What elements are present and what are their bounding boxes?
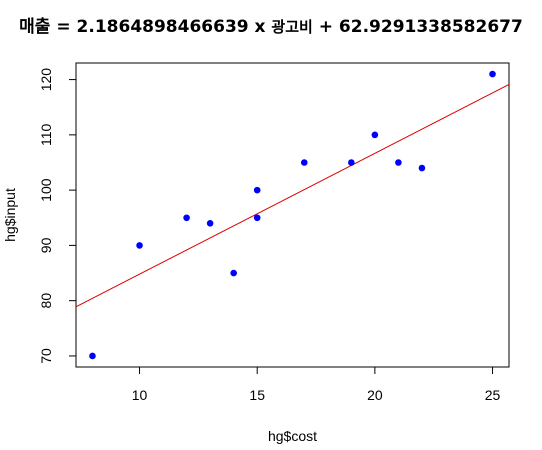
data-point	[253, 214, 261, 222]
title-prefix: 매출 =	[19, 17, 76, 37]
data-point	[253, 186, 261, 194]
x-tick-label: 15	[249, 387, 265, 403]
plot-frame	[75, 62, 510, 368]
y-axis: 70 80 90 100 110 120	[38, 68, 77, 364]
x-tick-label: 10	[132, 387, 148, 403]
title-variable: 광고비	[271, 18, 312, 36]
x-tick-label: 20	[367, 387, 383, 403]
x-tick-label: 25	[485, 387, 501, 403]
data-point	[418, 164, 426, 172]
data-point	[206, 219, 214, 227]
y-tick-label: 70	[38, 348, 54, 364]
data-point	[183, 214, 190, 222]
y-tick-label: 80	[38, 293, 54, 309]
data-point	[136, 242, 143, 249]
y-tick-label: 120	[38, 68, 54, 92]
data-point	[89, 352, 96, 360]
y-tick-label: 90	[38, 237, 54, 253]
data-point	[395, 159, 402, 166]
data-point	[300, 159, 308, 166]
data-points	[89, 70, 496, 360]
plot-area	[76, 70, 509, 360]
y-tick-label: 100	[38, 178, 54, 202]
y-axis-label: hg$input	[2, 188, 18, 242]
title-slope: 2.1864898466639	[77, 17, 249, 37]
y-tick-label: 110	[38, 123, 54, 146]
title-plus: +	[313, 17, 339, 37]
x-axis-label: hg$cost	[268, 428, 317, 444]
title-times: x	[249, 17, 272, 37]
data-point	[230, 269, 237, 277]
data-point	[348, 159, 355, 166]
data-point	[371, 131, 379, 139]
regression-line	[76, 83, 509, 308]
chart-title: 매출 = 2.1864898466639 x 광고비 + 62.92913385…	[19, 17, 523, 37]
x-axis: 10 15 20 25	[132, 366, 501, 403]
title-intercept: 62.9291338582677	[339, 17, 523, 37]
data-point	[489, 70, 496, 78]
